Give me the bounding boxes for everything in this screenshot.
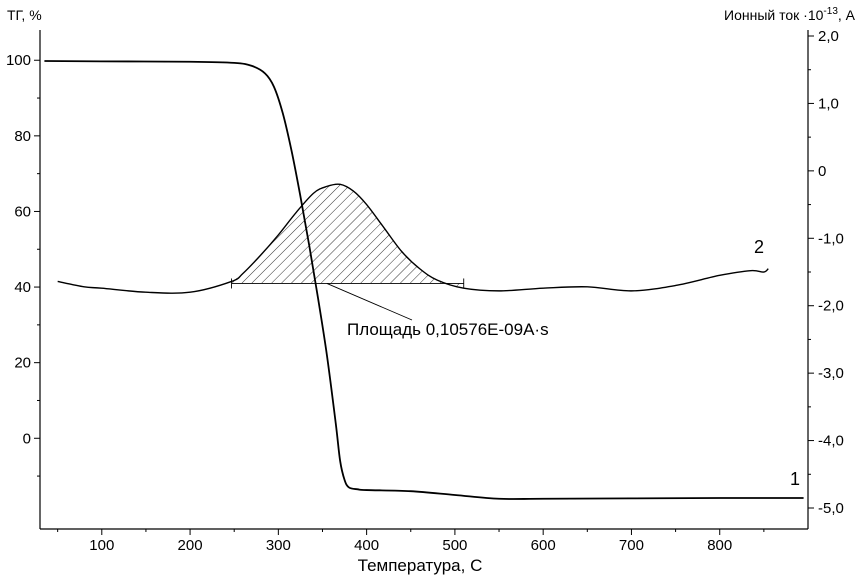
y-right-tick-label-7: -5,0 xyxy=(818,500,844,517)
y-right-tick-label-5: -3,0 xyxy=(818,365,844,382)
y-right-tick-label-4: -2,0 xyxy=(818,298,844,315)
area-annotation-label: Площадь 0,10576E-09A·s xyxy=(347,320,549,339)
y-right-axis-title: Ионный ток ·10-13, А xyxy=(724,6,856,23)
x-tick-label-600: 600 xyxy=(531,537,556,554)
y-right-title-exp: -13 xyxy=(823,6,838,17)
y-left-tick-label-20: 20 xyxy=(14,355,31,372)
y-left-tick-label-0: 0 xyxy=(23,430,31,447)
x-tick-label-100: 100 xyxy=(89,537,114,554)
axes: 100 200 300 400 500 600 700 8000204060801002,01… xyxy=(6,28,844,554)
y-right-tick-label-2: 0 xyxy=(818,163,826,180)
series-1-line xyxy=(44,60,804,500)
peak-area xyxy=(231,184,465,289)
y-left-tick-label-40: 40 xyxy=(14,279,31,296)
x-tick-label-700: 700 xyxy=(619,537,644,554)
x-tick-label-400: 400 xyxy=(354,537,379,554)
series-1-label: 1 xyxy=(790,469,800,489)
series-2-label: 2 xyxy=(754,237,764,257)
x-tick-label-500: 500 xyxy=(442,537,467,554)
y-left-tick-label-100: 100 xyxy=(6,52,31,69)
x-axis-title: Температура, С xyxy=(358,556,483,575)
area-annotation-leader xyxy=(326,283,413,321)
series-lines xyxy=(44,60,804,500)
y-right-title-main: Ионный ток ·10 xyxy=(724,7,824,23)
y-right-tick-label-3: -1,0 xyxy=(818,230,844,247)
x-tick-label-200: 200 xyxy=(178,537,203,554)
y-right-tick-label-6: -4,0 xyxy=(818,433,844,450)
y-right-tick-label-1: 1,0 xyxy=(818,95,839,112)
y-left-tick-label-80: 80 xyxy=(14,128,31,145)
y-left-axis-title: ТГ, % xyxy=(7,7,42,23)
series-2-line xyxy=(57,183,769,294)
y-right-title-unit: , А xyxy=(838,7,856,23)
y-right-tick-label-0: 2,0 xyxy=(818,28,839,45)
y-left-tick-label-60: 60 xyxy=(14,203,31,220)
x-tick-label-800: 800 xyxy=(707,537,732,554)
x-tick-label-300: 300 xyxy=(266,537,291,554)
peak-area-hatch xyxy=(231,184,464,289)
